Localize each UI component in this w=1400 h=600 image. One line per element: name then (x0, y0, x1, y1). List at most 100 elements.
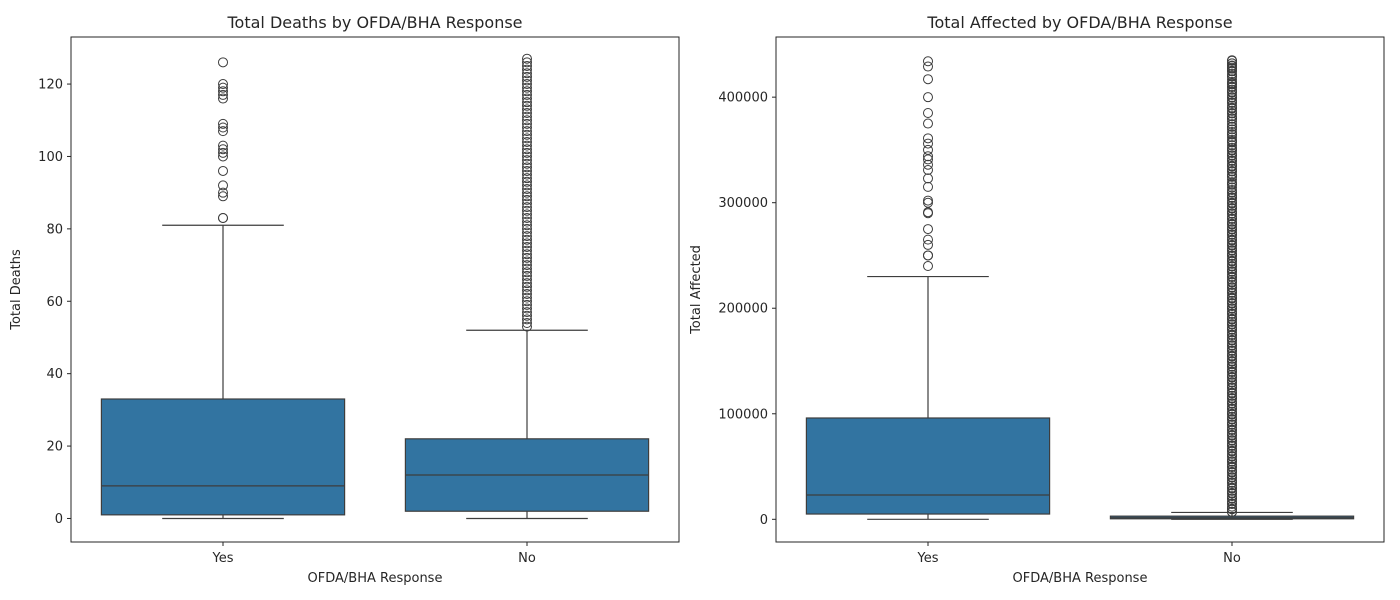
outlier-point (1227, 440, 1237, 451)
outlier-point (522, 209, 532, 220)
outlier-point (1227, 264, 1237, 275)
outlier-point (1227, 306, 1237, 317)
outlier-point (1227, 169, 1237, 180)
outlier-point (923, 239, 933, 250)
outlier-point (1227, 293, 1237, 304)
outlier-point (522, 122, 532, 133)
outlier-point (218, 140, 228, 151)
outlier-point (1227, 121, 1237, 132)
outlier-point (1227, 158, 1237, 169)
outlier-point (522, 317, 532, 328)
outlier-point (522, 281, 532, 292)
x-tick-label: No (1223, 551, 1241, 566)
outlier-point (1227, 359, 1237, 370)
outlier-point (522, 223, 532, 234)
outlier-point (1227, 301, 1237, 312)
outlier-point (1227, 97, 1237, 108)
outlier-point (1227, 198, 1237, 209)
outlier-point (1227, 506, 1237, 517)
y-tick-label: 40 (46, 367, 63, 382)
outlier-point (522, 184, 532, 195)
outlier-point (923, 92, 933, 103)
outlier-point (1227, 163, 1237, 174)
outlier-point (522, 89, 532, 100)
outlier-point (923, 181, 933, 192)
outlier-point (1227, 367, 1237, 378)
outlier-point (923, 173, 933, 184)
outlier-point (1227, 103, 1237, 114)
outlier-point (1227, 414, 1237, 425)
outlier-point (1227, 153, 1237, 164)
box-group-yes (805, 56, 1051, 520)
outlier-point (1227, 185, 1237, 196)
outlier-point (1227, 256, 1237, 267)
outlier-point (1227, 266, 1237, 277)
outlier-point (1227, 206, 1237, 217)
outlier-point (1227, 369, 1237, 380)
outlier-point (1227, 84, 1237, 95)
outlier-point (1227, 319, 1237, 330)
outlier-point (1227, 248, 1237, 259)
outlier-point (1227, 411, 1237, 422)
outlier-point (1227, 467, 1237, 478)
outlier-point (1227, 237, 1237, 248)
outlier-point (522, 144, 532, 155)
x-axis-label: OFDA/BHA Response (1013, 571, 1148, 586)
outlier-point (1227, 430, 1237, 441)
outlier-point (218, 151, 228, 162)
outlier-point (1227, 475, 1237, 486)
outlier-point (522, 213, 532, 224)
outlier-point (1227, 216, 1237, 227)
outlier-point (522, 158, 532, 169)
outlier-point (1227, 182, 1237, 193)
y-tick-label: 20 (46, 440, 63, 455)
outlier-point (522, 64, 532, 75)
y-tick-label: 0 (55, 512, 63, 527)
outlier-point (522, 111, 532, 122)
chart-panel-1: Total Deaths by OFDA/BHA Response 0 20 40 60… (9, 13, 680, 586)
outlier-point (522, 140, 532, 151)
outlier-point (218, 213, 228, 224)
outlier-point (522, 173, 532, 184)
outlier-point (522, 307, 532, 318)
outlier-point (1227, 309, 1237, 320)
outlier-point (218, 191, 228, 202)
outlier-point (1227, 116, 1237, 127)
outlier-point (1227, 58, 1237, 69)
outlier-point (1227, 190, 1237, 201)
outlier-point (1227, 161, 1237, 172)
outlier-point (1227, 480, 1237, 491)
outlier-point (1227, 274, 1237, 285)
outlier-point (522, 303, 532, 314)
outlier-point (1227, 105, 1237, 116)
outlier-point (522, 267, 532, 278)
outlier-point (923, 224, 933, 235)
outlier-point (522, 249, 532, 260)
outlier-point (218, 82, 228, 93)
outlier-point (522, 126, 532, 137)
outlier-point (218, 165, 228, 176)
outlier-point (1227, 493, 1237, 504)
outlier-point (522, 310, 532, 321)
outlier-point (218, 144, 228, 155)
outlier-point (923, 56, 933, 67)
outlier-point (522, 231, 532, 242)
outlier-point (1227, 469, 1237, 480)
outlier-point (1227, 235, 1237, 246)
outlier-point (218, 118, 228, 129)
outlier-point (522, 191, 532, 202)
y-axis-label: Total Affected (689, 245, 704, 335)
outlier-point (1227, 438, 1237, 449)
outlier-point (1227, 377, 1237, 388)
outlier-point (522, 115, 532, 126)
outlier-point (923, 74, 933, 85)
y-tick-label: 400000 (718, 91, 768, 106)
outlier-point (1227, 425, 1237, 436)
outlier-point (1227, 137, 1237, 148)
outlier-point (522, 68, 532, 79)
outlier-point (522, 180, 532, 191)
iqr-box (805, 417, 1051, 515)
outlier-point (218, 126, 228, 137)
outlier-point (1227, 245, 1237, 256)
outlier-point (1227, 332, 1237, 343)
